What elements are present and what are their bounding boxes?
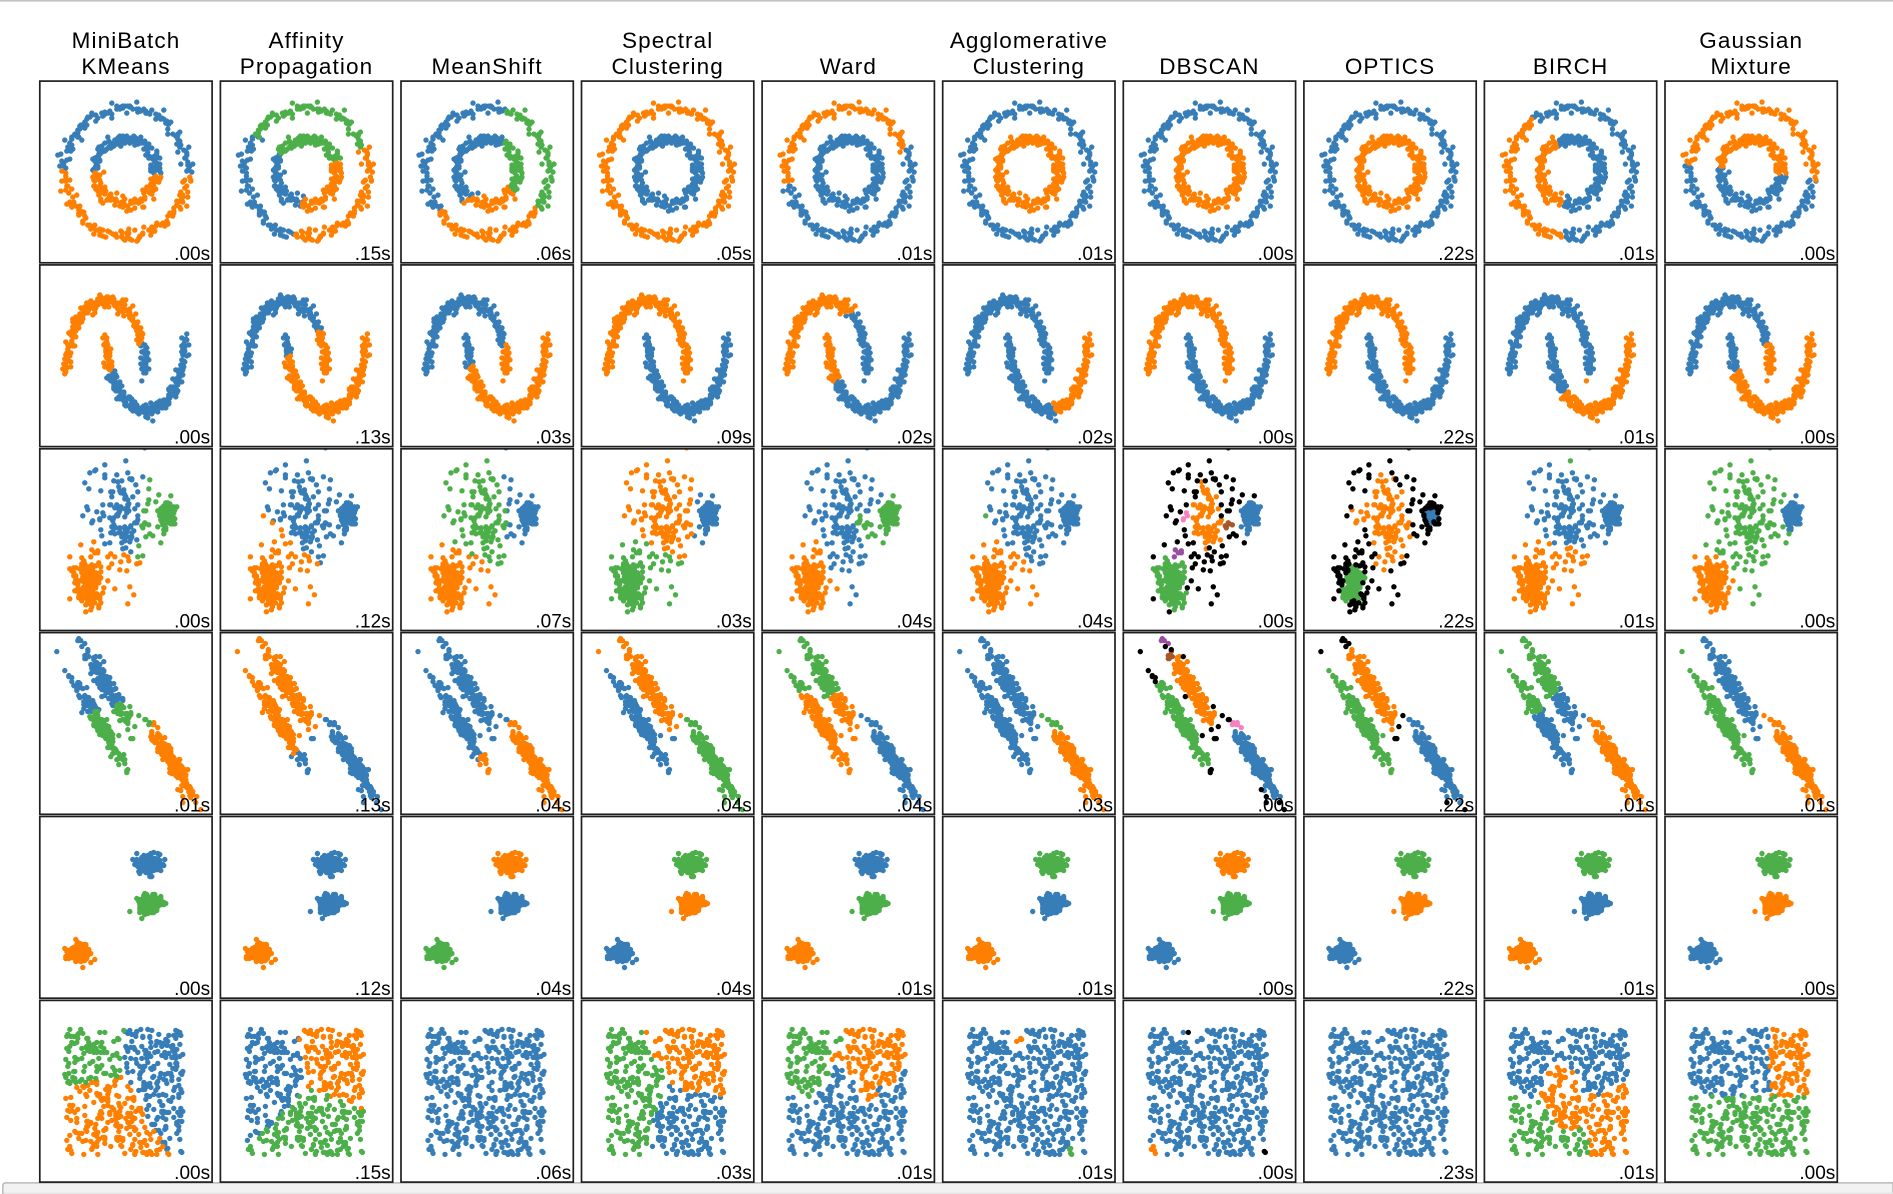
svg-text:.04s: .04s (535, 795, 571, 816)
svg-text:.12s: .12s (355, 611, 391, 632)
svg-text:BIRCH: BIRCH (1533, 54, 1609, 79)
svg-text:.00s: .00s (1258, 795, 1294, 816)
svg-text:.00s: .00s (174, 979, 210, 1000)
svg-text:.01s: .01s (1077, 244, 1113, 265)
svg-text:.01s: .01s (896, 1163, 932, 1184)
svg-text:.00s: .00s (1799, 611, 1835, 632)
svg-text:Affinity: Affinity (269, 28, 345, 53)
svg-text:.04s: .04s (1077, 611, 1113, 632)
svg-text:.01s: .01s (896, 244, 932, 265)
svg-text:.15s: .15s (355, 1163, 391, 1184)
svg-text:.03s: .03s (716, 1163, 752, 1184)
svg-text:.23s: .23s (1438, 1163, 1474, 1184)
svg-text:.01s: .01s (1799, 795, 1835, 816)
svg-text:.07s: .07s (535, 611, 571, 632)
svg-text:.06s: .06s (535, 244, 571, 265)
svg-text:.00s: .00s (1799, 979, 1835, 1000)
svg-text:Clustering: Clustering (973, 54, 1085, 79)
svg-text:.01s: .01s (1619, 611, 1655, 632)
svg-text:.22s: .22s (1438, 244, 1474, 265)
svg-text:.01s: .01s (1619, 428, 1655, 449)
svg-text:MeanShift: MeanShift (431, 54, 542, 79)
svg-text:.02s: .02s (1077, 428, 1113, 449)
svg-text:Spectral: Spectral (622, 28, 713, 53)
svg-text:.01s: .01s (1077, 1163, 1113, 1184)
svg-text:.13s: .13s (355, 795, 391, 816)
svg-text:.22s: .22s (1438, 795, 1474, 816)
svg-text:OPTICS: OPTICS (1345, 54, 1435, 79)
svg-text:Propagation: Propagation (240, 54, 373, 79)
svg-text:.15s: .15s (355, 244, 391, 265)
svg-text:.00s: .00s (174, 611, 210, 632)
svg-text:.22s: .22s (1438, 428, 1474, 449)
svg-text:DBSCAN: DBSCAN (1159, 54, 1259, 79)
svg-text:.22s: .22s (1438, 979, 1474, 1000)
svg-text:.00s: .00s (174, 428, 210, 449)
svg-text:.00s: .00s (1258, 611, 1294, 632)
svg-text:.12s: .12s (355, 979, 391, 1000)
svg-text:.00s: .00s (1799, 1163, 1835, 1184)
svg-text:.00s: .00s (174, 1163, 210, 1184)
svg-text:.01s: .01s (1619, 244, 1655, 265)
svg-text:.03s: .03s (716, 611, 752, 632)
svg-text:.06s: .06s (535, 1163, 571, 1184)
svg-text:.01s: .01s (1077, 979, 1113, 1000)
svg-text:.13s: .13s (355, 428, 391, 449)
svg-text:.00s: .00s (1799, 244, 1835, 265)
svg-text:.03s: .03s (535, 428, 571, 449)
svg-text:.00s: .00s (1799, 428, 1835, 449)
svg-text:Gaussian: Gaussian (1699, 28, 1803, 53)
svg-text:.00s: .00s (1258, 244, 1294, 265)
svg-text:.22s: .22s (1438, 611, 1474, 632)
svg-text:.04s: .04s (535, 979, 571, 1000)
svg-text:.01s: .01s (1619, 979, 1655, 1000)
svg-text:.02s: .02s (896, 428, 932, 449)
svg-text:Clustering: Clustering (612, 54, 724, 79)
svg-text:.04s: .04s (716, 795, 752, 816)
svg-text:.09s: .09s (716, 428, 752, 449)
svg-text:.00s: .00s (1258, 1163, 1294, 1184)
svg-text:KMeans: KMeans (81, 54, 170, 79)
svg-text:.04s: .04s (716, 979, 752, 1000)
svg-text:.01s: .01s (174, 795, 210, 816)
svg-text:.04s: .04s (896, 795, 932, 816)
svg-text:MiniBatch: MiniBatch (72, 28, 181, 53)
svg-text:Ward: Ward (820, 54, 877, 79)
svg-text:.01s: .01s (1619, 795, 1655, 816)
svg-text:.04s: .04s (896, 611, 932, 632)
svg-text:.03s: .03s (1077, 795, 1113, 816)
svg-text:Mixture: Mixture (1710, 54, 1791, 79)
svg-text:.05s: .05s (716, 244, 752, 265)
svg-text:.00s: .00s (1258, 979, 1294, 1000)
svg-text:.01s: .01s (1619, 1163, 1655, 1184)
svg-text:.00s: .00s (174, 244, 210, 265)
svg-text:.01s: .01s (896, 979, 932, 1000)
svg-text:.00s: .00s (1258, 428, 1294, 449)
svg-text:Agglomerative: Agglomerative (950, 28, 1108, 53)
